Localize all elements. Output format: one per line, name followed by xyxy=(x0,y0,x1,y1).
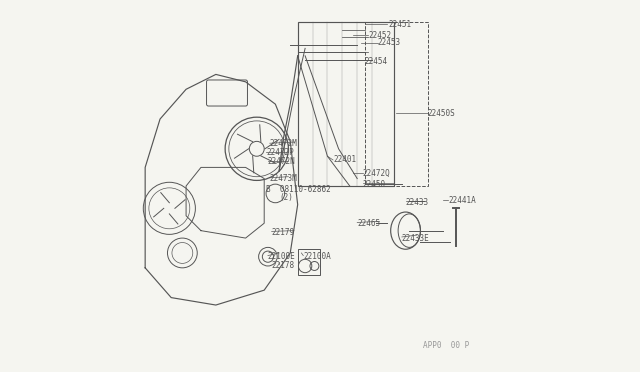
Bar xyxy=(298,249,320,275)
Text: 22401: 22401 xyxy=(333,155,356,164)
Text: 22472N: 22472N xyxy=(268,157,296,166)
Text: 22433E: 22433E xyxy=(402,234,429,243)
Text: 22450S: 22450S xyxy=(428,109,456,118)
Text: B  08110-62862: B 08110-62862 xyxy=(266,185,331,194)
Text: APP0  00 P: APP0 00 P xyxy=(422,341,468,350)
Text: 22179: 22179 xyxy=(271,228,295,237)
Text: 22465: 22465 xyxy=(357,219,380,228)
Text: 22100A: 22100A xyxy=(303,252,331,261)
Text: 22433: 22433 xyxy=(406,198,429,207)
Text: 22450: 22450 xyxy=(363,180,386,189)
Text: 22473M: 22473M xyxy=(270,174,298,183)
Text: 22454: 22454 xyxy=(365,57,388,66)
Text: 22472Q: 22472Q xyxy=(363,169,390,177)
Text: 22472M: 22472M xyxy=(270,139,298,148)
Text: 22178: 22178 xyxy=(271,262,295,270)
Text: 22453: 22453 xyxy=(378,38,401,47)
Text: 22452: 22452 xyxy=(369,31,392,40)
Text: (2): (2) xyxy=(279,193,293,202)
Text: 22100E: 22100E xyxy=(268,252,296,261)
Bar xyxy=(365,22,428,186)
Bar xyxy=(298,22,394,186)
Text: 22441A: 22441A xyxy=(449,196,476,205)
Text: 22472P: 22472P xyxy=(266,148,294,157)
Text: 22451: 22451 xyxy=(389,20,412,29)
